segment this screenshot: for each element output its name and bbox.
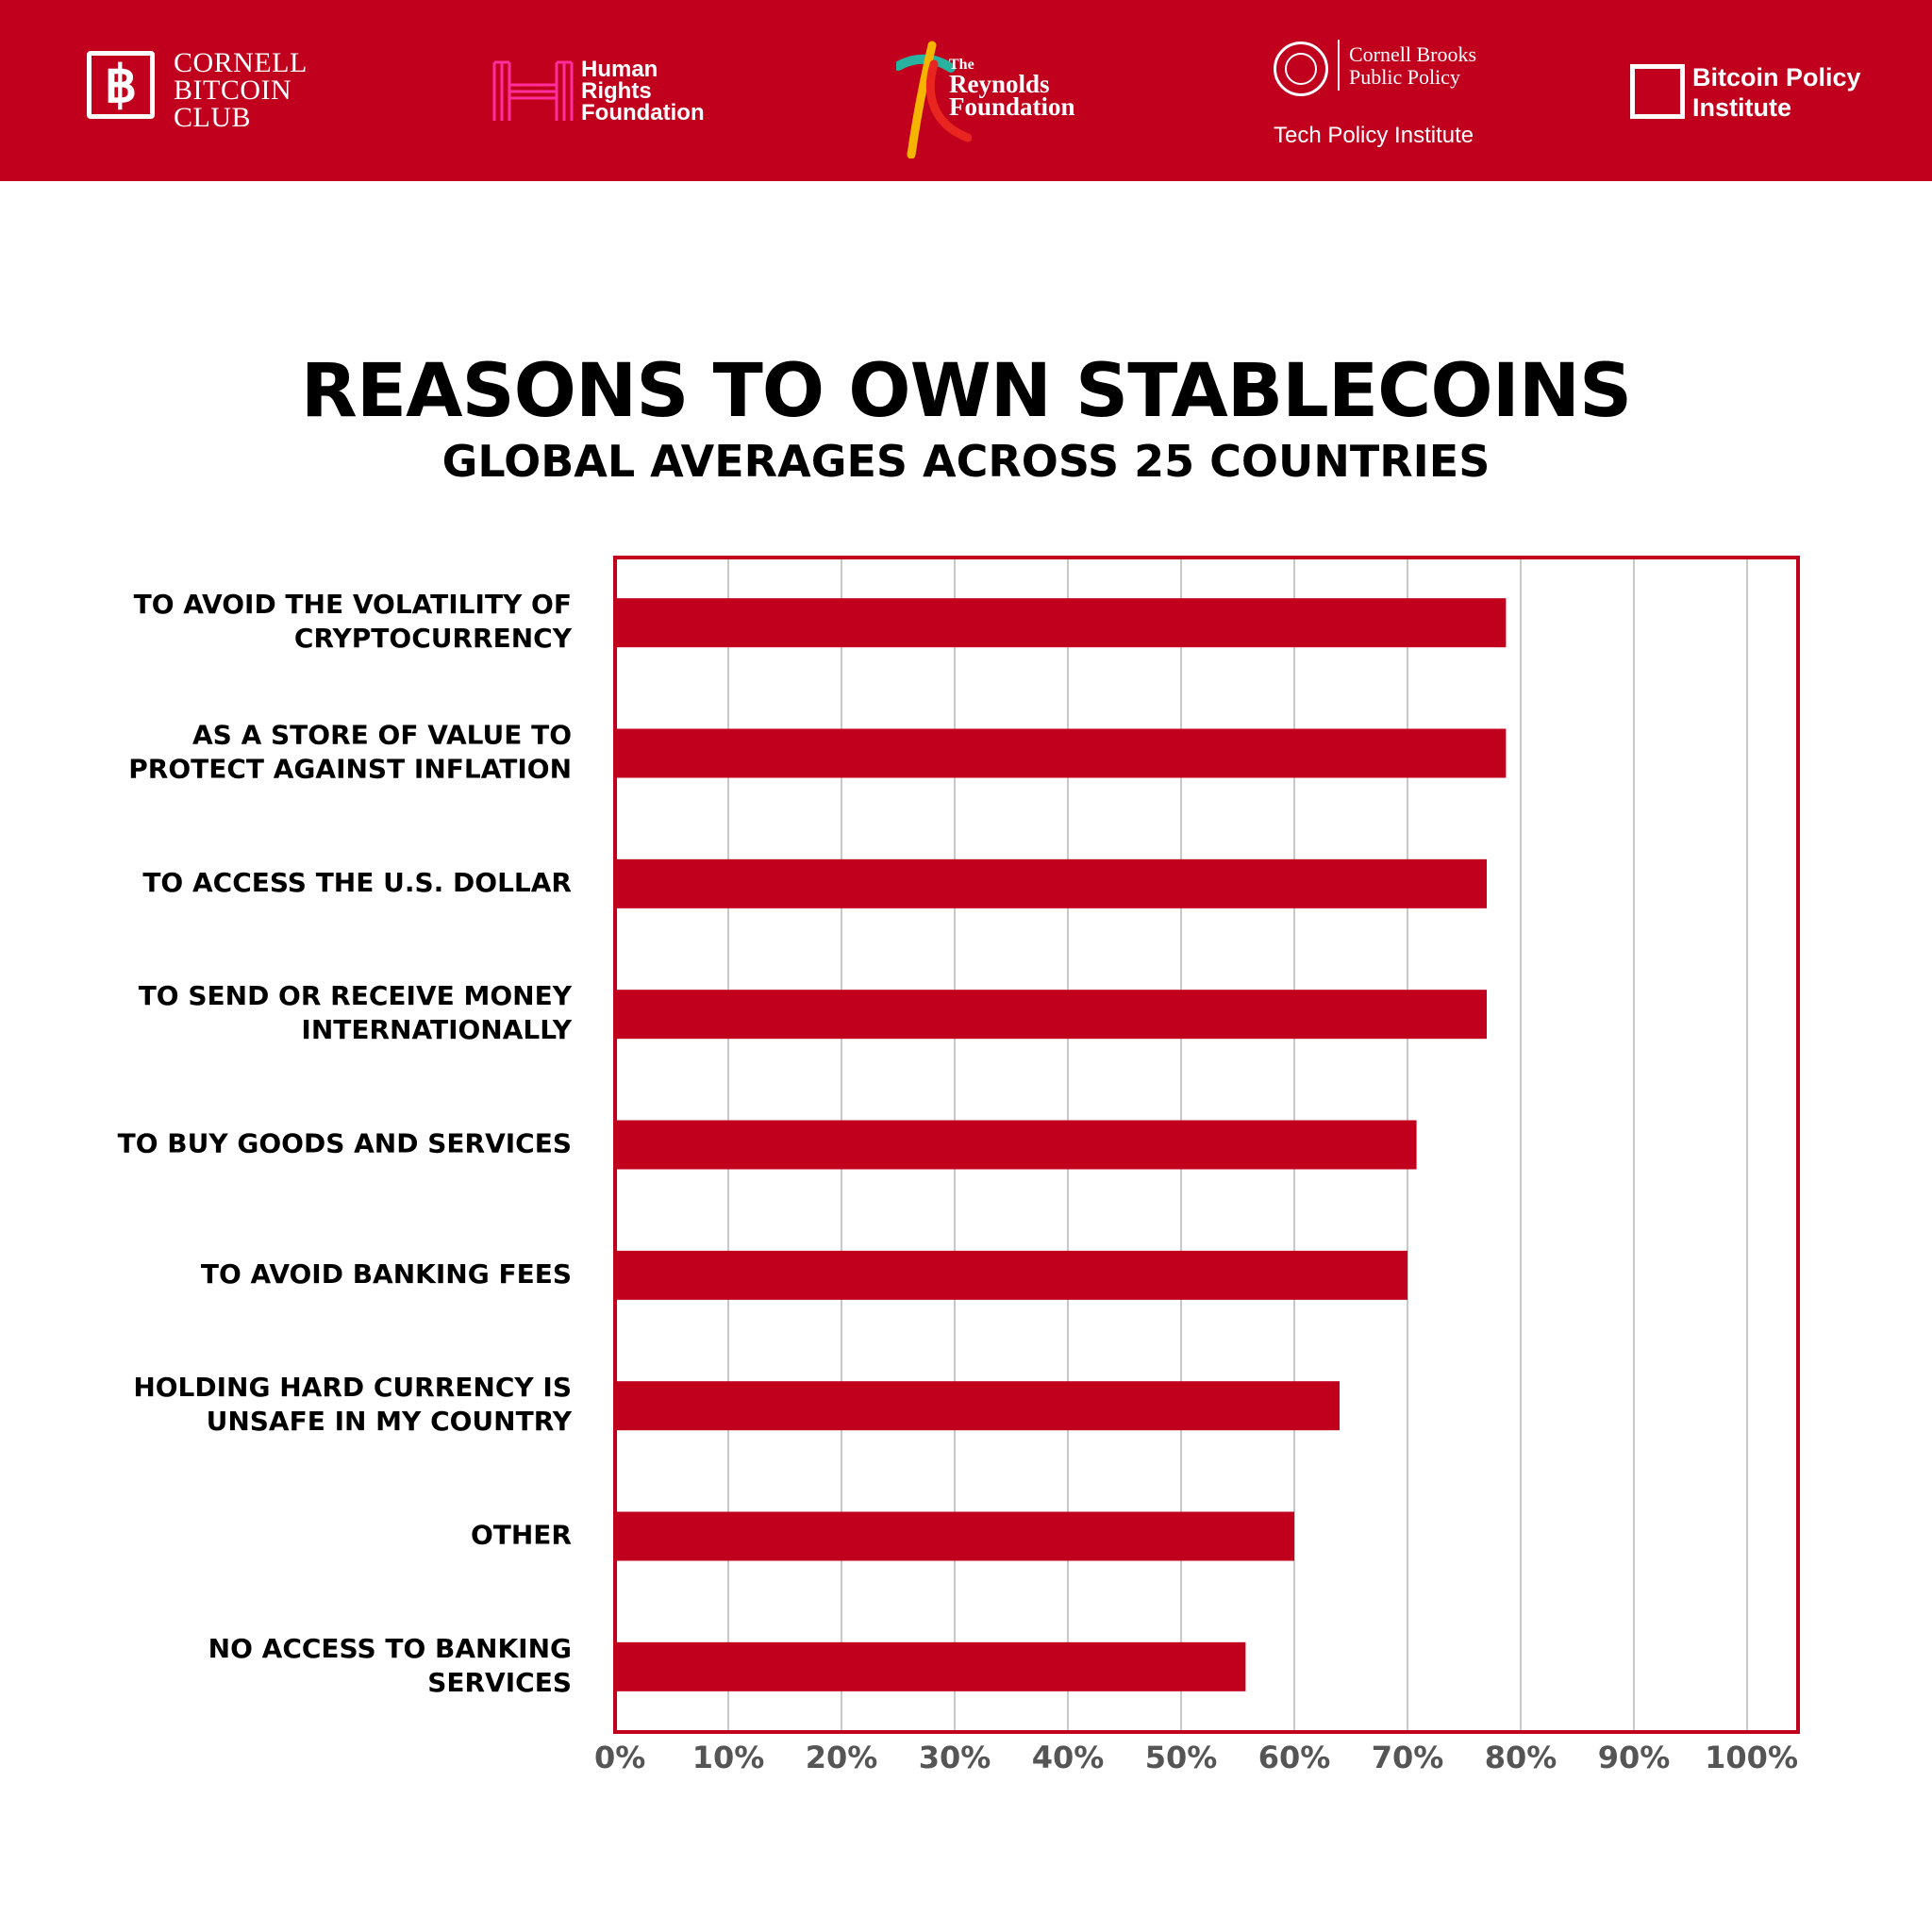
x-tick-label: 40% (1032, 1740, 1105, 1775)
x-tick-label: 60% (1258, 1740, 1331, 1775)
x-tick-label: 50% (1145, 1740, 1218, 1775)
logo-text-line: Public Policy (1349, 65, 1460, 89)
category-label: NO ACCESS TO BANKING SERVICES (208, 1633, 572, 1698)
logo-human-rights-foundation: Human Rights Foundation (581, 57, 705, 125)
x-tick-label: 70% (1372, 1740, 1444, 1775)
logo-cornell-bitcoin-club: CORNELL BITCOIN CLUB (174, 47, 308, 133)
category-label: TO SEND OR RECEIVE MONEY INTERNATIONALLY (139, 980, 573, 1045)
x-tick-label: 80% (1485, 1740, 1557, 1775)
x-tick-label: 90% (1598, 1740, 1671, 1775)
logo-text-line: CLUB (174, 102, 252, 133)
x-tick-label: 10% (692, 1740, 765, 1775)
logo-text-line: Foundation (581, 100, 705, 125)
logo-text-line: Foundation (949, 92, 1075, 121)
chart-title: REASONS TO OWN STABLECOINS (300, 349, 1632, 434)
bitcoin-icon: ฿ (87, 51, 155, 119)
category-label: AS A STORE OF VALUE TO PROTECT AGAINST IN… (128, 720, 572, 785)
category-label: OTHER (471, 1520, 572, 1551)
header-banner: ฿ CORNELL BITCOIN CLUB Human Rights Foun… (0, 0, 1932, 181)
category-label: TO AVOID BANKING FEES (201, 1258, 572, 1290)
cornell-seal-icon (1274, 42, 1328, 96)
category-label: TO BUY GOODS AND SERVICES (118, 1128, 572, 1159)
logo-text-line: Reynolds (949, 70, 1050, 98)
hrf-logo-icon (492, 60, 574, 121)
bar (615, 990, 1487, 1040)
logo-divider (1338, 40, 1340, 91)
logo-text-line: BITCOIN (174, 75, 292, 106)
logo-bitcoin-policy-institute: Bitcoin Policy Institute (1692, 62, 1861, 123)
x-tick-label: 0% (594, 1740, 645, 1775)
logo-text-line: Cornell Brooks (1349, 42, 1477, 66)
x-tick-label: 20% (806, 1740, 878, 1775)
bar (615, 1120, 1417, 1170)
plot-frame (613, 556, 1800, 1734)
logo-text-line: Institute (1692, 93, 1791, 122)
bar (615, 598, 1507, 648)
bar (615, 1511, 1294, 1561)
x-tick-label: 30% (919, 1740, 991, 1775)
bar (615, 1381, 1340, 1431)
logo-text-line: The (949, 57, 974, 73)
logo-cornell-brooks: Cornell Brooks Public Policy (1349, 43, 1476, 89)
logo-text-line: CORNELL (174, 47, 308, 78)
bar (615, 858, 1487, 908)
bar (615, 1641, 1246, 1691)
logo-text-line: Bitcoin Policy (1692, 63, 1861, 92)
logo-tech-policy-institute: Tech Policy Institute (1274, 123, 1474, 148)
bpi-square-icon (1630, 64, 1685, 119)
x-tick-label: 100% (1705, 1740, 1798, 1775)
logo-text-line: Human (581, 57, 658, 82)
logo-text-line: Rights (581, 78, 652, 104)
bar (615, 728, 1507, 778)
bar (615, 1250, 1407, 1300)
category-label: TO ACCESS THE U.S. DOLLAR (142, 867, 572, 898)
chart-subtitle: GLOBAL AVERAGES ACROSS 25 COUNTRIES (441, 436, 1491, 487)
logo-reynolds-foundation: The Reynolds Foundation (949, 57, 1075, 121)
reynolds-logo-icon (896, 41, 972, 158)
category-label: HOLDING HARD CURRENCY IS UNSAFE IN MY COU… (133, 1372, 572, 1437)
category-label: TO AVOID THE VOLATILITY OF CRYPTOCURRENCY (134, 589, 573, 654)
